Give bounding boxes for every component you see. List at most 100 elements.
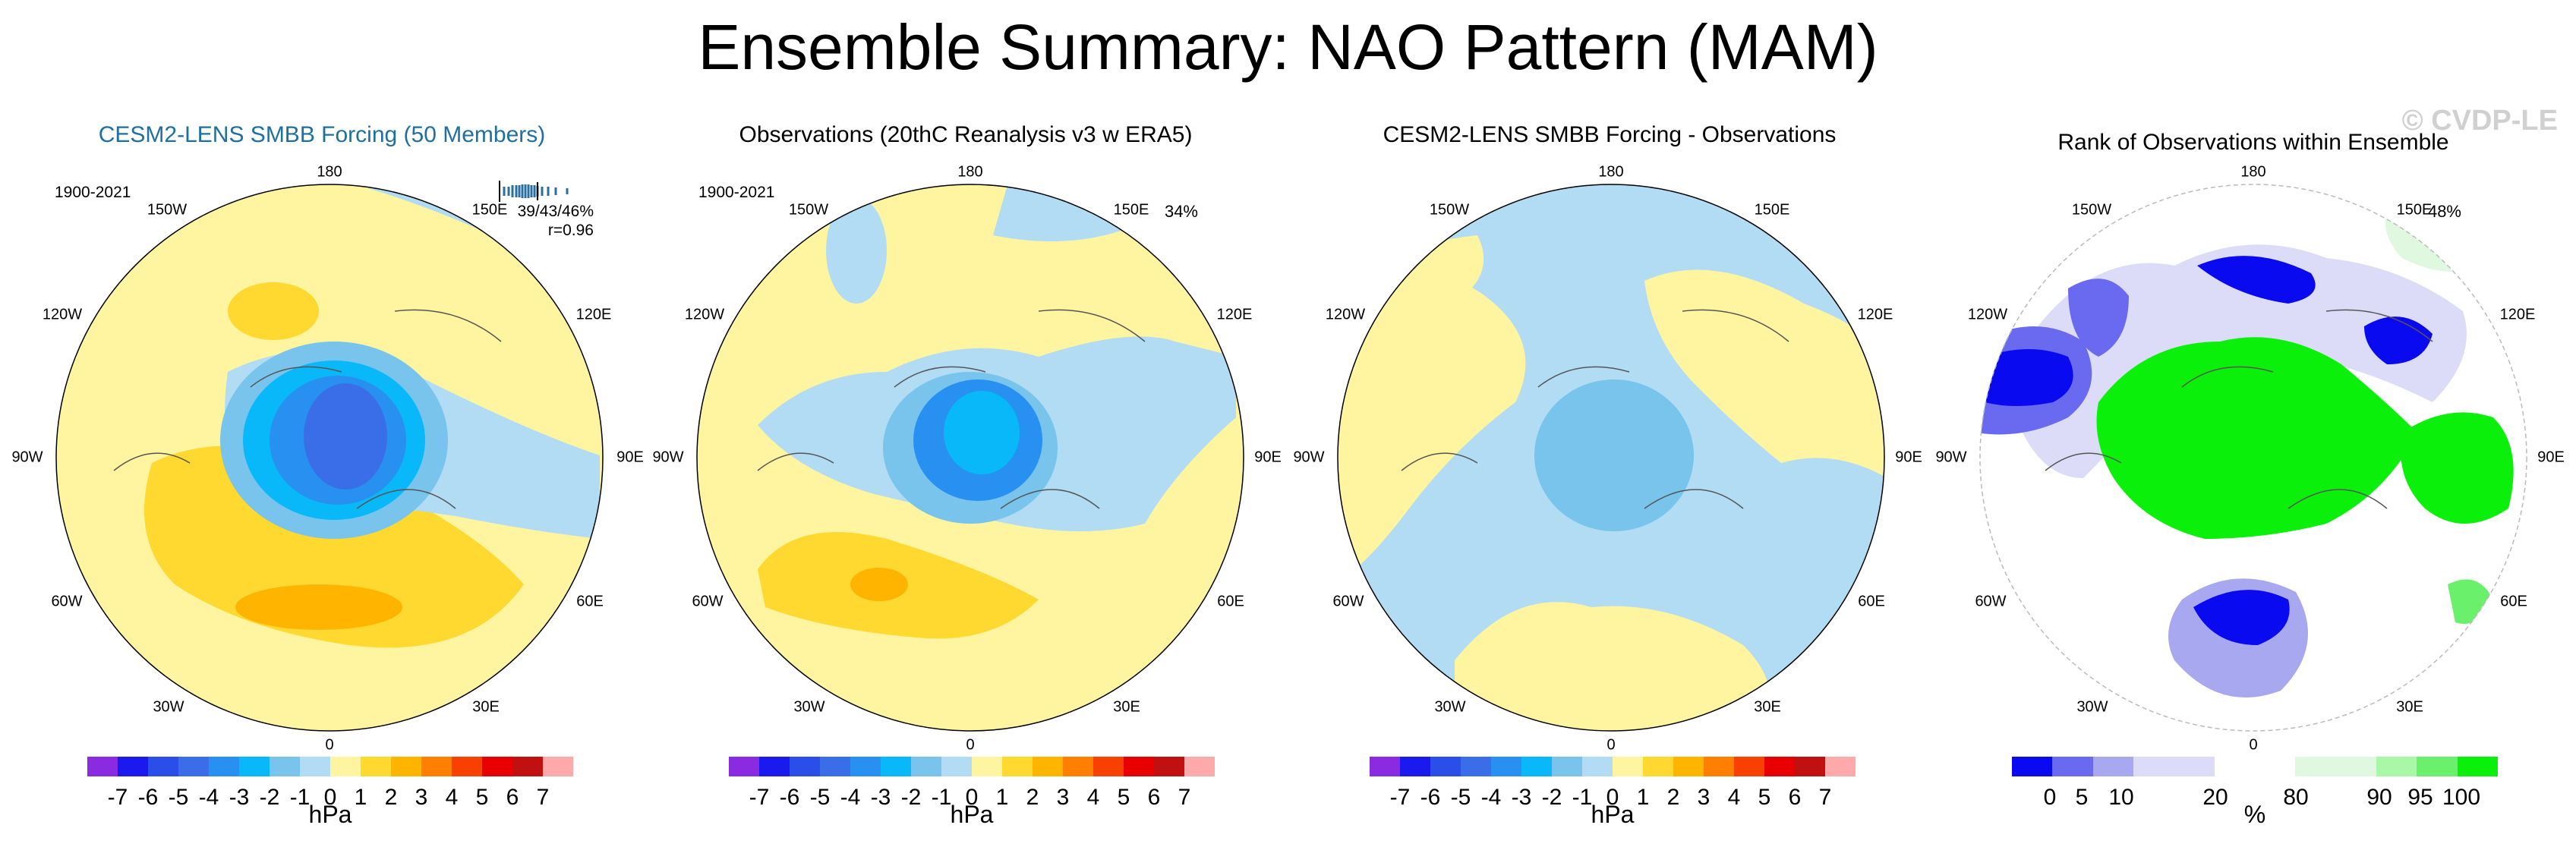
colorbar-label: 5 (2075, 785, 2089, 810)
map-border (696, 184, 1244, 732)
colorbar-label: 4 (445, 785, 459, 810)
polar-map (55, 184, 604, 732)
colorbar (729, 757, 1215, 776)
map-border (1979, 184, 2527, 732)
colorbar-label: 1 (995, 785, 1009, 810)
polar-map (1337, 184, 1885, 732)
lon-label: 180 (317, 163, 342, 181)
lon-label: 150E (1113, 201, 1149, 219)
lon-label: 90W (652, 449, 684, 466)
negative-anomaly-core (304, 383, 387, 490)
lowest-rank-region (2197, 256, 2316, 304)
colorbar-label: 4 (1086, 785, 1100, 810)
panel-observations: Observations (20thC Reanalysis v3 w ERA5… (644, 114, 1288, 842)
ensemble-rank-ticks (499, 181, 569, 202)
negative-anomaly-core (944, 391, 1020, 474)
lon-label: 150W (1429, 201, 1470, 219)
colorbar (87, 757, 573, 776)
lon-label: 150W (147, 201, 188, 219)
colorbar-label: -5 (809, 785, 831, 810)
low-rank-region (2068, 279, 2129, 357)
percent-label: 48% (2427, 202, 2461, 221)
lon-label: 30E (1113, 698, 1140, 716)
lon-label: 180 (1598, 163, 1624, 181)
lon-label: 120W (684, 306, 725, 323)
map-border (55, 184, 604, 732)
colorbar-label: -6 (137, 785, 159, 810)
panel-title: Observations (20thC Reanalysis v3 w ERA5… (739, 122, 1193, 147)
units-label: hPa (308, 801, 352, 828)
lon-label: 150W (2071, 201, 2112, 219)
lon-label: 60W (1332, 593, 1364, 610)
positive-anomaly-region (144, 446, 524, 648)
lon-label: 90E (616, 449, 644, 466)
colorbar-label: 6 (1147, 785, 1161, 810)
lon-label: 60E (1217, 593, 1244, 610)
positive-anomaly-region (1455, 602, 1770, 731)
colorbar-label: -3 (1511, 785, 1532, 810)
colorbar-label: -2 (259, 785, 280, 810)
lon-label: 120E (1216, 306, 1253, 323)
map-border (1337, 184, 1885, 732)
colorbar-label: -6 (1420, 785, 1441, 810)
colorbar-label: 1 (1636, 785, 1650, 810)
period-label: 1900-2021 (698, 184, 775, 201)
colorbar-label: 90 (2366, 785, 2392, 810)
lon-label: 60E (1858, 593, 1885, 610)
lon-label: 30E (1754, 698, 1781, 716)
lon-label: 90E (2537, 449, 2565, 466)
lon-label: 120E (2499, 306, 2536, 323)
highest-rank-region (2096, 337, 2417, 539)
watermark: © CVDP-LE (2401, 105, 2558, 137)
lon-label: 120W (42, 306, 83, 323)
colorbar-label: 2 (1666, 785, 1680, 810)
lon-label: 30W (793, 698, 825, 716)
colorbar-label: -7 (107, 785, 128, 810)
colorbar-label: -1 (289, 785, 311, 810)
colorbar-label: -2 (1541, 785, 1562, 810)
colorbar-label: 100 (2442, 785, 2481, 810)
lon-label: 150E (2396, 201, 2433, 219)
colorbar-label: 5 (475, 785, 489, 810)
lon-label: 0 (325, 736, 334, 754)
lon-label: 60W (51, 593, 83, 610)
colorbar-label: 7 (1178, 785, 1191, 810)
colorbar-label: -4 (1480, 785, 1502, 810)
lon-label: 120E (1857, 306, 1893, 323)
panel-model: CESM2-LENS SMBB Forcing (50 Members) 190… (0, 114, 644, 842)
colorbar-label: -1 (931, 785, 952, 810)
lon-label: 90W (11, 449, 43, 466)
colorbar-label: -2 (900, 785, 922, 810)
percent-label: 34% (1164, 202, 1198, 221)
positive-anomaly-region (228, 282, 319, 340)
colorbar-label: 3 (1697, 785, 1711, 810)
lowest-rank-region (2364, 316, 2433, 364)
colorbar-label: 0 (1606, 785, 1619, 810)
positive-anomaly-region (1644, 269, 1884, 478)
colorbar-label: 2 (384, 785, 398, 810)
coastline (757, 309, 1146, 509)
lon-label: 120W (1967, 306, 2008, 323)
colorbar-label: 5 (1117, 785, 1130, 810)
coastline (2045, 309, 2433, 509)
colorbar-label: 5 (1758, 785, 1771, 810)
panel-title: CESM2-LENS SMBB Forcing (50 Members) (98, 122, 546, 147)
lowest-rank-region (1985, 349, 2073, 406)
lon-label: 60E (576, 593, 604, 610)
lon-label: 120E (575, 306, 612, 323)
negative-anomaly-region (826, 197, 887, 304)
colorbar-label: -5 (168, 785, 189, 810)
lon-label: 150W (788, 201, 829, 219)
negative-anomaly-region (993, 184, 1130, 241)
lon-label: 150E (1754, 201, 1790, 219)
colorbar-label: -5 (1450, 785, 1471, 810)
units-label: % (2243, 801, 2266, 828)
colorbar-label: 6 (506, 785, 519, 810)
colorbar-label: -3 (229, 785, 250, 810)
colorbar-label: 95 (2407, 785, 2433, 810)
lon-label: 180 (957, 163, 983, 181)
highest-rank-region (2401, 412, 2514, 524)
colorbar-label: 80 (2283, 785, 2309, 810)
colorbar-label: 3 (415, 785, 428, 810)
lon-label: 120W (1325, 306, 1366, 323)
